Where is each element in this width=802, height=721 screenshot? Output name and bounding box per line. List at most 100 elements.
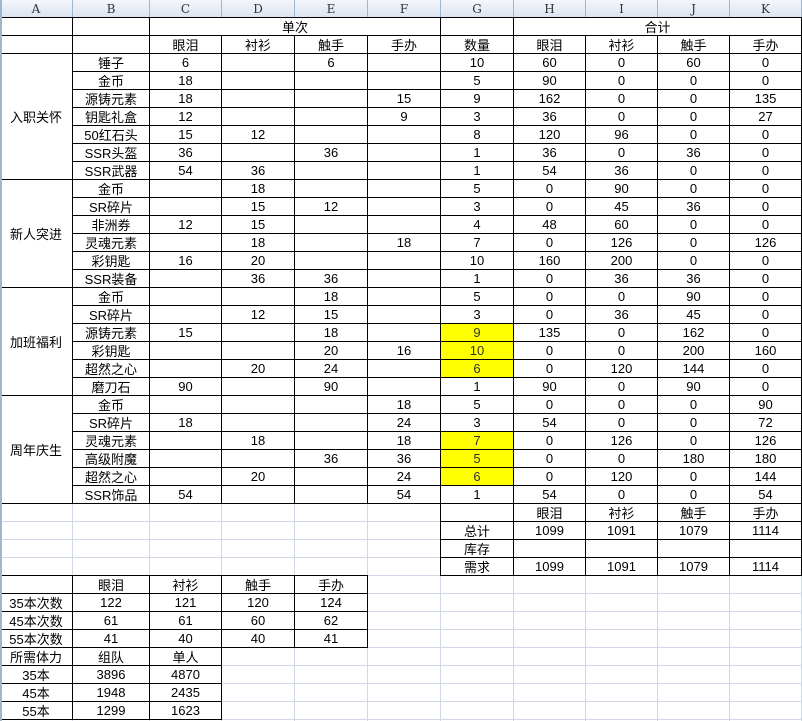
quantity-cell[interactable]: 1 bbox=[440, 143, 514, 162]
single-value-cell[interactable] bbox=[367, 179, 441, 198]
single-value-cell[interactable] bbox=[294, 413, 368, 432]
single-value-cell[interactable]: 20 bbox=[221, 359, 295, 378]
total-value-cell[interactable]: 0 bbox=[657, 215, 730, 234]
single-value-cell[interactable] bbox=[294, 467, 368, 486]
single-value-cell[interactable]: 20 bbox=[294, 341, 368, 360]
single-value-cell[interactable] bbox=[149, 467, 222, 486]
single-value-cell[interactable] bbox=[294, 215, 368, 234]
single-value-cell[interactable]: 36 bbox=[221, 269, 295, 288]
quantity-cell[interactable]: 10 bbox=[440, 251, 514, 270]
column-header-g[interactable]: G bbox=[441, 0, 514, 18]
single-value-cell[interactable] bbox=[367, 377, 441, 396]
single-value-cell[interactable]: 36 bbox=[294, 269, 368, 288]
item-name[interactable]: 超然之心 bbox=[72, 467, 150, 486]
runs-column-header[interactable]: 衬衫 bbox=[149, 575, 222, 594]
single-value-cell[interactable]: 12 bbox=[149, 107, 222, 126]
total-value-cell[interactable]: 90 bbox=[657, 287, 730, 306]
total-value-cell[interactable]: 126 bbox=[729, 431, 802, 450]
summary-value-cell[interactable]: 1091 bbox=[585, 521, 658, 540]
total-value-cell[interactable]: 36 bbox=[585, 161, 658, 180]
item-name[interactable]: 金币 bbox=[72, 179, 150, 198]
total-value-cell[interactable]: 54 bbox=[513, 413, 586, 432]
single-value-cell[interactable] bbox=[367, 287, 441, 306]
section-label[interactable]: 新人突进 bbox=[0, 179, 73, 288]
single-value-cell[interactable] bbox=[367, 359, 441, 378]
single-value-cell[interactable] bbox=[367, 143, 441, 162]
single-value-cell[interactable]: 36 bbox=[294, 449, 368, 468]
runs-value-cell[interactable]: 61 bbox=[149, 611, 222, 630]
single-value-cell[interactable]: 18 bbox=[221, 179, 295, 198]
runs-value-cell[interactable]: 40 bbox=[149, 629, 222, 648]
single-value-cell[interactable] bbox=[149, 431, 222, 450]
stamina-column-header[interactable]: 组队 bbox=[72, 647, 150, 666]
total-value-cell[interactable]: 0 bbox=[585, 89, 658, 108]
total-value-cell[interactable]: 0 bbox=[585, 287, 658, 306]
stamina-value-cell[interactable]: 4870 bbox=[149, 665, 222, 684]
single-value-cell[interactable] bbox=[294, 251, 368, 270]
summary-value-cell[interactable] bbox=[729, 539, 802, 558]
total-value-cell[interactable]: 120 bbox=[513, 125, 586, 144]
stamina-value-cell[interactable]: 1299 bbox=[72, 701, 150, 720]
item-name[interactable]: SR碎片 bbox=[72, 197, 150, 216]
item-name[interactable]: 金币 bbox=[72, 395, 150, 414]
total-value-cell[interactable]: 0 bbox=[513, 395, 586, 414]
section-label[interactable]: 加班福利 bbox=[0, 287, 73, 396]
summary-value-cell[interactable] bbox=[657, 539, 730, 558]
item-name[interactable]: SSR饰品 bbox=[72, 485, 150, 504]
runs-value-cell[interactable]: 122 bbox=[72, 593, 150, 612]
total-value-cell[interactable]: 60 bbox=[657, 53, 730, 72]
total-value-cell[interactable]: 0 bbox=[585, 485, 658, 504]
runs-row-label[interactable]: 55本次数 bbox=[0, 629, 73, 648]
total-column-header[interactable]: 触手 bbox=[657, 35, 730, 54]
runs-value-cell[interactable]: 61 bbox=[72, 611, 150, 630]
single-column-header[interactable]: 衬衫 bbox=[221, 35, 295, 54]
quantity-cell[interactable]: 6 bbox=[440, 467, 514, 486]
single-value-cell[interactable] bbox=[294, 107, 368, 126]
total-value-cell[interactable]: 48 bbox=[513, 215, 586, 234]
single-value-cell[interactable] bbox=[294, 71, 368, 90]
single-value-cell[interactable] bbox=[367, 197, 441, 216]
single-group-header[interactable]: 单次 bbox=[149, 17, 441, 36]
item-name[interactable]: 源铸元素 bbox=[72, 89, 150, 108]
total-value-cell[interactable]: 27 bbox=[729, 107, 802, 126]
total-value-cell[interactable]: 200 bbox=[657, 341, 730, 360]
total-value-cell[interactable]: 0 bbox=[729, 161, 802, 180]
total-value-cell[interactable]: 120 bbox=[585, 467, 658, 486]
summary-value-cell[interactable]: 1114 bbox=[729, 521, 802, 540]
column-header-j[interactable]: J bbox=[658, 0, 730, 18]
single-value-cell[interactable] bbox=[149, 287, 222, 306]
single-value-cell[interactable]: 15 bbox=[221, 197, 295, 216]
total-value-cell[interactable]: 0 bbox=[729, 251, 802, 270]
total-value-cell[interactable]: 0 bbox=[513, 305, 586, 324]
quantity-cell[interactable]: 7 bbox=[440, 431, 514, 450]
single-value-cell[interactable]: 54 bbox=[149, 485, 222, 504]
single-value-cell[interactable]: 12 bbox=[221, 125, 295, 144]
runs-value-cell[interactable]: 124 bbox=[294, 593, 368, 612]
runs-value-cell[interactable]: 62 bbox=[294, 611, 368, 630]
single-value-cell[interactable]: 18 bbox=[149, 413, 222, 432]
runs-row-label[interactable]: 35本次数 bbox=[0, 593, 73, 612]
single-value-cell[interactable] bbox=[294, 431, 368, 450]
column-header-h[interactable]: H bbox=[514, 0, 586, 18]
total-value-cell[interactable]: 0 bbox=[657, 179, 730, 198]
total-value-cell[interactable]: 126 bbox=[585, 431, 658, 450]
single-value-cell[interactable] bbox=[221, 53, 295, 72]
column-header-a[interactable]: A bbox=[0, 0, 73, 18]
single-value-cell[interactable] bbox=[367, 161, 441, 180]
single-value-cell[interactable]: 24 bbox=[367, 413, 441, 432]
cell-b2[interactable] bbox=[72, 35, 150, 54]
total-value-cell[interactable]: 126 bbox=[729, 233, 802, 252]
single-value-cell[interactable]: 18 bbox=[221, 233, 295, 252]
total-value-cell[interactable]: 0 bbox=[657, 413, 730, 432]
total-value-cell[interactable]: 90 bbox=[513, 71, 586, 90]
quantity-cell[interactable]: 1 bbox=[440, 485, 514, 504]
single-value-cell[interactable]: 15 bbox=[294, 305, 368, 324]
single-value-cell[interactable]: 18 bbox=[367, 431, 441, 450]
total-value-cell[interactable]: 45 bbox=[657, 305, 730, 324]
total-value-cell[interactable]: 90 bbox=[729, 395, 802, 414]
single-value-cell[interactable] bbox=[294, 179, 368, 198]
total-value-cell[interactable]: 90 bbox=[657, 377, 730, 396]
section-label[interactable]: 周年庆生 bbox=[0, 395, 73, 504]
total-value-cell[interactable]: 0 bbox=[657, 251, 730, 270]
total-value-cell[interactable]: 0 bbox=[513, 197, 586, 216]
